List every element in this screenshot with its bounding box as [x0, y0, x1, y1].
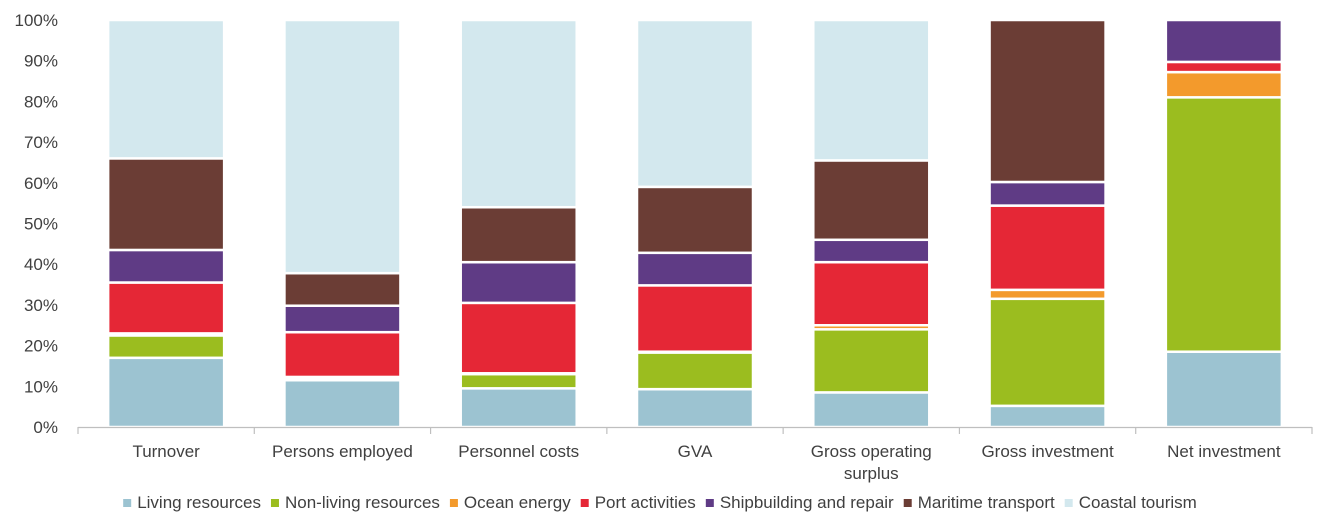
y-tick-label: 70% — [24, 133, 58, 152]
legend-item: Coastal tourism — [1064, 493, 1197, 512]
legend-swatch — [449, 499, 458, 507]
bar-stack — [106, 18, 226, 429]
bar-segment — [283, 330, 402, 379]
bar-segment — [1164, 18, 1284, 64]
legend-item: Port activities — [580, 493, 696, 512]
bar-segment — [812, 159, 931, 242]
legend-item: Maritime transport — [903, 493, 1055, 512]
legend-swatch — [580, 499, 589, 507]
bar-segment — [812, 328, 931, 394]
y-tick-label: 100% — [15, 11, 58, 30]
x-axis-tick-marks — [77, 427, 1313, 434]
bar-stack — [459, 18, 578, 429]
bar-segment — [988, 204, 1107, 292]
legend-swatch — [903, 499, 912, 507]
bars — [106, 18, 1284, 429]
bar-stack — [283, 18, 402, 429]
bar-segment — [988, 18, 1107, 184]
legend-label: Maritime transport — [918, 493, 1055, 512]
bar-segment — [635, 185, 755, 255]
y-tick-label: 10% — [24, 377, 58, 396]
bar-segment — [812, 18, 931, 162]
legend-swatch — [270, 499, 279, 507]
bar-segment — [283, 18, 402, 275]
bar-segment — [635, 251, 755, 287]
bar-stack — [812, 18, 931, 429]
bar-segment — [459, 372, 578, 390]
x-tick-label: GVA — [678, 442, 713, 461]
bar-segment — [1164, 96, 1284, 353]
bar-segment — [283, 271, 402, 307]
legend-item: Shipbuilding and repair — [705, 493, 894, 512]
bar-segment — [635, 387, 755, 429]
bar-segment — [635, 18, 755, 189]
bar-segment — [635, 284, 755, 353]
legend-item: Non-living resources — [270, 493, 440, 512]
legend-swatch — [1064, 499, 1073, 507]
bar-segment — [459, 387, 578, 429]
legend-item: Living resources — [123, 493, 261, 512]
bar-segment — [988, 288, 1107, 301]
x-tick-label: Turnover — [132, 442, 200, 461]
legend-label: Shipbuilding and repair — [720, 493, 894, 512]
legend-item: Ocean energy — [449, 493, 571, 512]
bar-segment — [1164, 350, 1284, 429]
legend-swatch — [123, 499, 132, 507]
bar-segment — [988, 297, 1107, 408]
bar-stack — [1164, 18, 1284, 429]
legend-swatch — [705, 499, 714, 507]
legend-label: Living resources — [137, 493, 261, 512]
bar-segment — [459, 301, 578, 375]
bar-segment — [1164, 60, 1284, 74]
bar-segment — [106, 18, 226, 160]
bar-segment — [106, 356, 226, 429]
legend-label: Non-living resources — [285, 493, 440, 512]
legend-label: Coastal tourism — [1079, 493, 1197, 512]
bar-segment — [988, 404, 1107, 429]
bar-segment — [1164, 70, 1284, 99]
bar-segment — [459, 18, 578, 209]
x-tick-label: Gross operating surplus — [811, 442, 932, 483]
bar-segment — [812, 391, 931, 429]
bar-stack — [635, 18, 755, 429]
legend-label: Ocean energy — [464, 493, 571, 512]
y-tick-label: 0% — [33, 418, 58, 437]
y-tick-label: 20% — [24, 337, 58, 356]
bar-segment — [106, 248, 226, 284]
x-tick-label: Personnel costs — [458, 442, 579, 461]
x-axis-labels: Turnover Persons employed Personnel costs G… — [132, 442, 1280, 483]
y-tick-label: 40% — [24, 255, 58, 274]
y-tick-label: 30% — [24, 296, 58, 315]
bar-segment — [988, 180, 1107, 207]
x-tick-label: Gross investment — [981, 442, 1114, 461]
bar-segment — [283, 378, 402, 429]
legend: Living resources Non-living resources Ocea… — [123, 493, 1197, 512]
bar-segment — [459, 260, 578, 305]
x-tick-label: Net investment — [1167, 442, 1281, 461]
bar-segment — [635, 351, 755, 391]
bar-segment — [459, 205, 578, 264]
bar-segment — [106, 334, 226, 360]
bar-stack — [988, 18, 1107, 429]
legend-label: Port activities — [595, 493, 696, 512]
bar-segment — [106, 157, 226, 252]
y-axis-ticks: 0% 10% 20% 30% 40% 50% 60% 70% 80% 90% 100% — [15, 11, 58, 437]
y-tick-label: 80% — [24, 92, 58, 111]
y-tick-label: 50% — [24, 215, 58, 234]
y-tick-label: 90% — [24, 52, 58, 71]
bar-segment — [106, 281, 226, 335]
bar-segment — [283, 304, 402, 334]
y-tick-label: 60% — [24, 174, 58, 193]
bar-segment — [812, 260, 931, 327]
bar-segment — [812, 238, 931, 264]
x-tick-label: Persons employed — [272, 442, 413, 461]
